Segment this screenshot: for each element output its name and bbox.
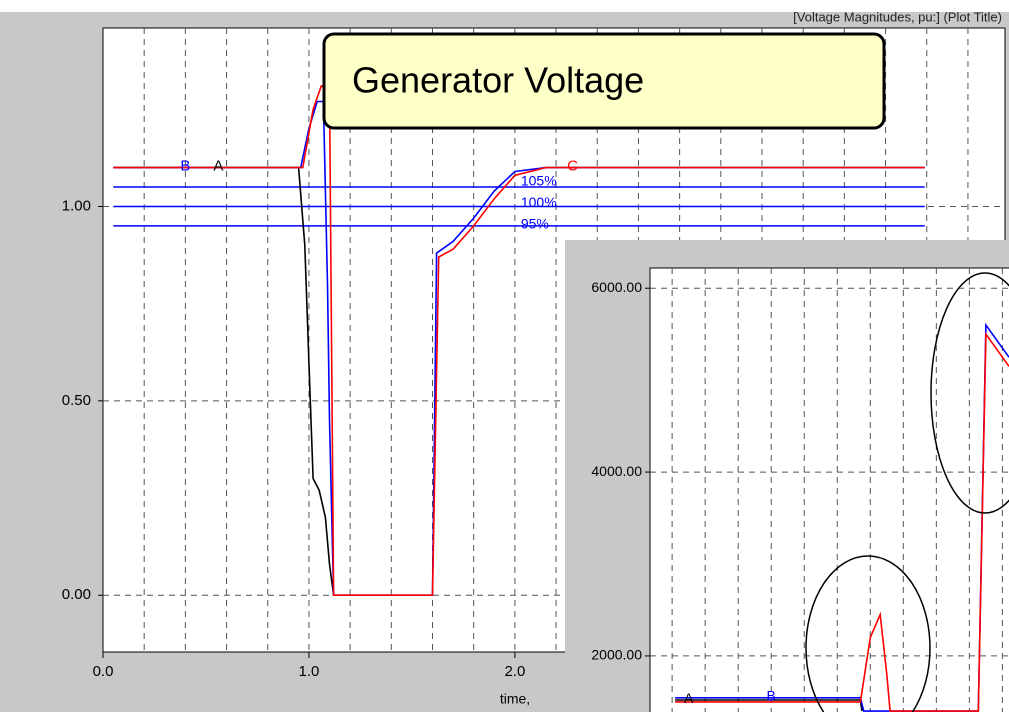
- x-tick-label: 1.0: [299, 663, 320, 680]
- reference-label: 105%: [521, 173, 557, 189]
- y-tick-label: 0.00: [62, 586, 91, 603]
- y-tick-label: 6000.00: [591, 279, 642, 295]
- y-tick-label: 0.50: [62, 392, 91, 409]
- reference-label: 95%: [521, 216, 549, 232]
- series-label: B: [767, 687, 776, 703]
- y-tick-label: 4000.00: [591, 463, 642, 479]
- highlight-ellipse: [805, 555, 931, 712]
- y-tick-label: 1.00: [62, 197, 91, 214]
- y-tick-label: 2000.00: [591, 647, 642, 663]
- series-line: [113, 84, 925, 596]
- highlight-ellipse: [930, 272, 1009, 514]
- plot-title: [Voltage Magnitudes, pu:] (Plot Title): [793, 9, 1002, 24]
- inset-plot-area: [649, 267, 1009, 712]
- x-tick-label: 2.0: [504, 663, 525, 680]
- callout-text: Generator Voltage: [352, 60, 644, 101]
- callout-box: [322, 32, 886, 130]
- reference-label: 100%: [521, 194, 557, 210]
- series-label: B: [180, 158, 190, 175]
- x-axis-label: time,: [500, 691, 530, 707]
- top-strip: [0, 0, 1009, 12]
- series-label: A: [684, 690, 694, 706]
- inset-chart: 2000.00 4000.00 6000.00 A B: [591, 268, 1009, 712]
- series-line: [113, 166, 335, 596]
- series-label: A: [213, 158, 223, 175]
- series-label: C: [567, 158, 578, 175]
- plot-layer: [650, 268, 1009, 712]
- series-line: [675, 331, 1009, 712]
- x-tick-label: 0.0: [93, 663, 114, 680]
